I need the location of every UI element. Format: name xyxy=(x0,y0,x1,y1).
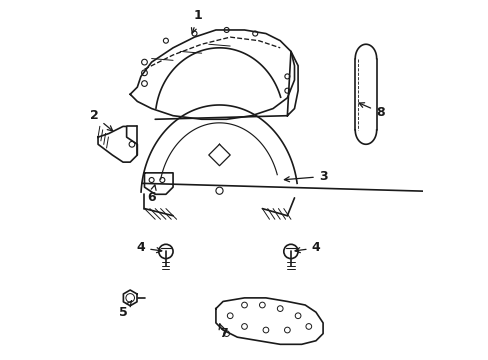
Text: 2: 2 xyxy=(90,109,112,131)
Text: 6: 6 xyxy=(147,185,156,204)
Text: 7: 7 xyxy=(218,324,227,340)
Text: 8: 8 xyxy=(358,103,384,119)
Text: 3: 3 xyxy=(284,170,327,183)
Text: 4: 4 xyxy=(136,242,162,255)
Text: 4: 4 xyxy=(294,242,320,255)
Text: 5: 5 xyxy=(119,301,131,319)
Text: 1: 1 xyxy=(191,9,202,33)
